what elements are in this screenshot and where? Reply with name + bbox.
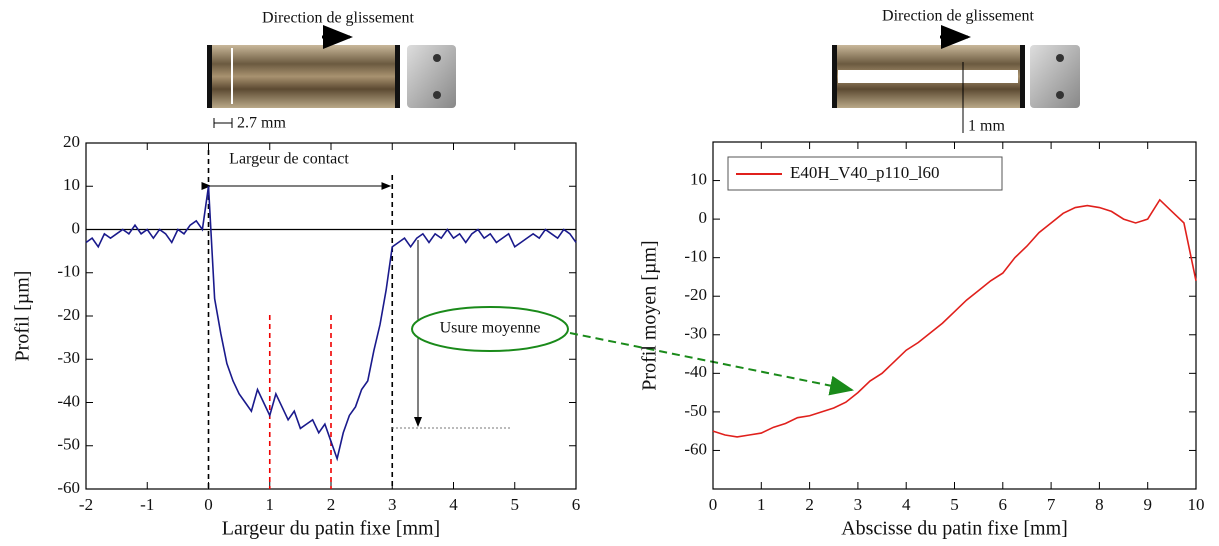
y-tick-label: 10: [690, 169, 707, 188]
y-tick-label: 20: [63, 132, 80, 151]
x-tick-label: 2: [327, 495, 336, 514]
x-tick-label: 5: [511, 495, 520, 514]
y-tick-label: -50: [57, 435, 80, 454]
y-tick-label: -60: [57, 478, 80, 497]
y-tick-label: -20: [57, 305, 80, 324]
x-tick-label: 0: [709, 495, 718, 514]
x-tick-label: 6: [572, 495, 581, 514]
direction-label: Direction de glissement: [882, 8, 1035, 25]
y-tick-label: -50: [684, 401, 707, 420]
wear-link: [569, 332, 854, 396]
plot-right: 0 1 2 3 4 5 6 7 8 9 10 -60 -50 -40 -30 -20 -10 0 10 Absciss…: [639, 141, 1205, 540]
x-tick-label: 1: [266, 495, 275, 514]
x-tick-label: 6: [999, 495, 1008, 514]
y-tick-label: -30: [57, 348, 80, 367]
x-tick-label: 10: [1188, 495, 1205, 514]
direction-label: Direction de glissement: [262, 10, 415, 27]
x-axis-label: Largeur du patin fixe [mm]: [222, 518, 440, 540]
legend-label: E40H_V40_p110_l60: [790, 163, 940, 182]
x-tick-label: 8: [1095, 495, 1104, 514]
data-line: [712, 198, 1197, 438]
x-tick-label: 0: [204, 495, 213, 514]
x-tick-label: 1: [757, 495, 766, 514]
x-tick-label: 4: [449, 495, 458, 514]
contact-label: Largeur de contact: [229, 151, 349, 168]
y-tick-label: -40: [684, 362, 707, 381]
plot-frame: [712, 141, 1197, 490]
wear-label: Usure moyenne: [440, 320, 541, 337]
y-tick-label: -10: [57, 262, 80, 281]
x-tick-label: 3: [388, 495, 397, 514]
y-tick-label: -30: [684, 324, 707, 343]
x-tick-label: 7: [1047, 495, 1056, 514]
y-axis-label: Profil [µm]: [12, 271, 34, 362]
y-tick-label: -10: [684, 247, 707, 266]
photo-right: [832, 25, 1080, 133]
x-tick-label: 9: [1143, 495, 1152, 514]
photo-left: [207, 25, 456, 128]
width-label: 2.7 mm: [237, 115, 286, 132]
x-tick-label: 4: [902, 495, 911, 514]
x-axis-label: Abscisse du patin fixe [mm]: [841, 518, 1068, 540]
plot-left: -2 -1 0 1 2 3 4 5 6-60-50-40-30-20-1001020Largeu…: [12, 132, 854, 540]
y-tick-label: -60: [684, 439, 707, 458]
width-label: 1 mm: [968, 118, 1005, 135]
x-tick-label: -1: [140, 495, 154, 514]
y-tick-label: -40: [57, 391, 80, 410]
y-tick-label: 0: [72, 218, 81, 237]
wear-ellipse: [411, 306, 569, 352]
y-axis-label: Profil moyen [µm]: [639, 240, 661, 390]
data-line: [85, 186, 577, 462]
x-tick-label: 2: [805, 495, 814, 514]
y-tick-label: -20: [684, 285, 707, 304]
x-tick-label: 3: [854, 495, 863, 514]
x-tick-label: 5: [950, 495, 959, 514]
x-tick-label: -2: [79, 495, 93, 514]
y-tick-label: 10: [63, 175, 80, 194]
y-tick-label: 0: [699, 208, 708, 227]
